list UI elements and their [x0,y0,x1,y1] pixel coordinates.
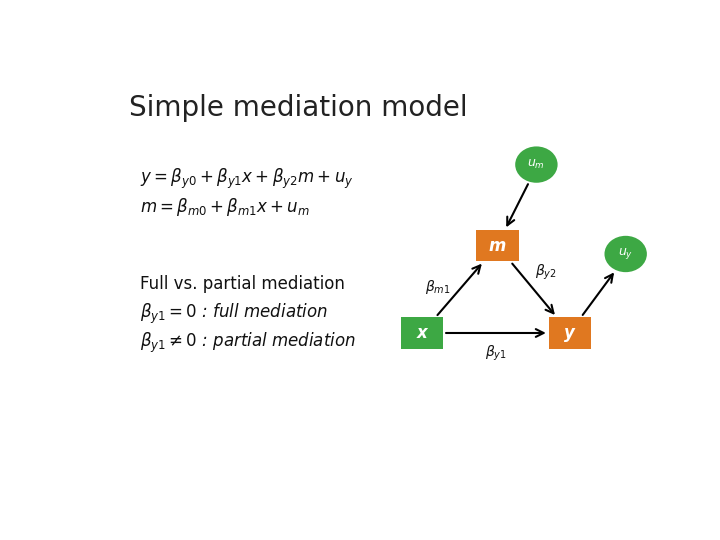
Text: Full vs. partial mediation: Full vs. partial mediation [140,275,345,293]
Text: $\beta_{m1}$: $\beta_{m1}$ [425,278,450,296]
Text: $\beta_{y1} \neq 0$ : partial mediation: $\beta_{y1} \neq 0$ : partial mediation [140,331,356,355]
FancyBboxPatch shape [476,230,518,261]
Text: x: x [417,324,428,342]
Text: $\beta_{y1}$: $\beta_{y1}$ [485,344,507,363]
Text: $u_m$: $u_m$ [528,158,545,171]
Text: $\beta_{y2}$: $\beta_{y2}$ [535,263,557,282]
Text: $\beta_{y1} = 0$ : full mediation: $\beta_{y1} = 0$ : full mediation [140,302,328,326]
FancyBboxPatch shape [549,317,591,349]
Text: $m = \beta_{m0} + \beta_{m1}x + u_m$: $m = \beta_{m0} + \beta_{m1}x + u_m$ [140,196,310,218]
Ellipse shape [605,236,647,272]
Text: $y = \beta_{y0} + \beta_{y1}x + \beta_{y2}m + u_y$: $y = \beta_{y0} + \beta_{y1}x + \beta_{y… [140,167,354,191]
Text: $u_y$: $u_y$ [618,246,634,261]
Text: Simple mediation model: Simple mediation model [129,94,468,122]
Text: m: m [489,237,506,255]
Text: y: y [564,324,575,342]
Ellipse shape [516,146,557,183]
FancyBboxPatch shape [401,317,444,349]
